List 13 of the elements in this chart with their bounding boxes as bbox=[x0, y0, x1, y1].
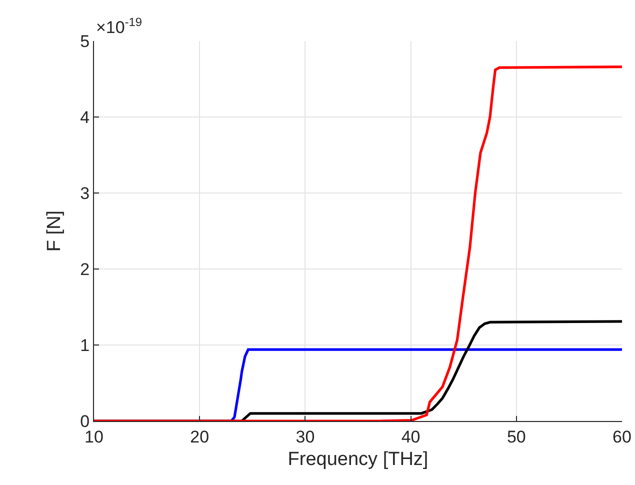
x-tick-label: 20 bbox=[190, 427, 210, 446]
y-tick-label: 5 bbox=[80, 32, 90, 51]
x-tick-label: 30 bbox=[296, 427, 315, 446]
y-tick-label: 4 bbox=[80, 108, 90, 127]
x-tick-label: 50 bbox=[506, 427, 526, 446]
y-tick-label: 1 bbox=[80, 336, 90, 355]
x-axis-title: Frequency [THz] bbox=[288, 449, 428, 470]
y-tick-label: 2 bbox=[80, 260, 90, 279]
text: ×10$^{-19}$ bbox=[96, 15, 142, 38]
y-tick-label: 3 bbox=[80, 184, 90, 203]
y-axis-title: F [N] bbox=[44, 210, 65, 252]
x-tick-label: 60 bbox=[612, 427, 632, 446]
x-tick-label: 40 bbox=[401, 427, 420, 446]
